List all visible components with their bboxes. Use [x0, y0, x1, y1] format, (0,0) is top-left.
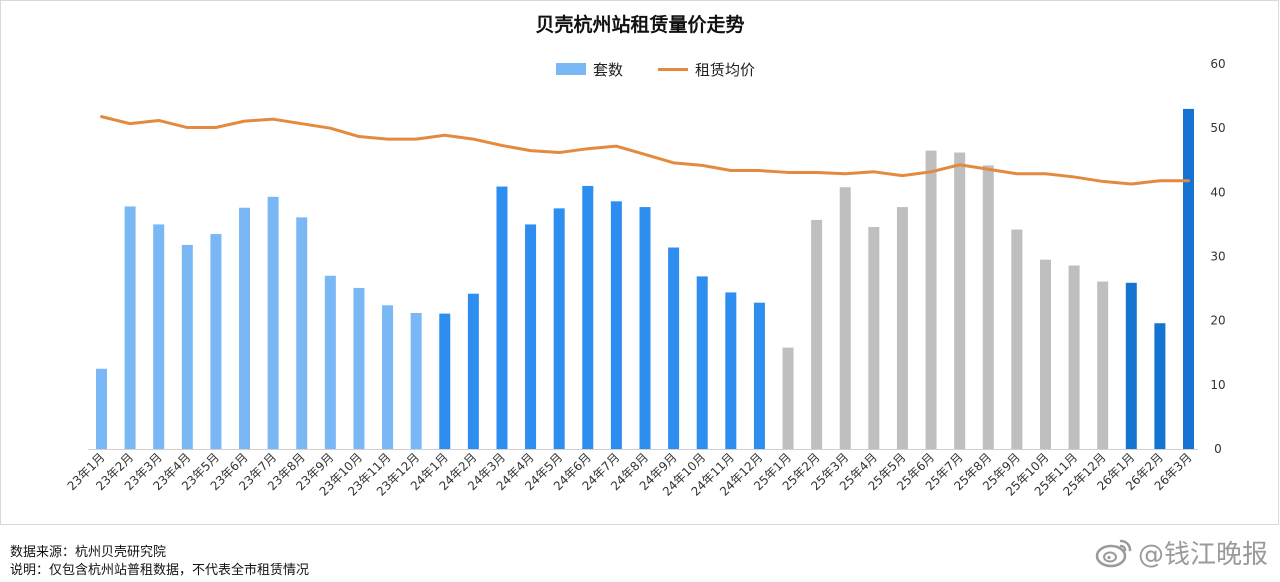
legend-swatch-bar [556, 63, 586, 75]
watermark-text: @钱江晚报 [1137, 539, 1268, 570]
bar-16 [525, 224, 537, 449]
legend-label-bar: 套数 [593, 60, 624, 79]
bar-3 [153, 224, 165, 449]
bar-33 [1011, 229, 1023, 449]
chart-plot: 010203040506023年1月23年2月23年3月23年4月23年5月23… [65, 57, 1226, 499]
bar-39 [1183, 108, 1194, 450]
bar-24 [753, 302, 765, 449]
bar-14 [467, 293, 479, 449]
y-tick-label-10: 10 [1210, 378, 1225, 392]
bar-31 [954, 152, 966, 450]
watermark: @钱江晚报 [1094, 533, 1268, 571]
bar-6 [239, 207, 251, 449]
bar-29 [896, 207, 908, 449]
y-tick-label-50: 50 [1210, 121, 1225, 135]
bar-19 [610, 201, 622, 449]
bar-13 [439, 313, 451, 449]
bar-35 [1068, 265, 1080, 449]
bar-4 [181, 244, 193, 449]
legend-item-bar: 套数 [556, 58, 623, 80]
bar-30 [925, 150, 937, 450]
bar-17 [553, 208, 565, 450]
price-line [100, 115, 1190, 186]
y-tick-label-40: 40 [1210, 185, 1225, 199]
y-tick-label-60: 60 [1210, 57, 1225, 71]
bar-28 [868, 226, 880, 449]
chart-title: 贝壳杭州站租赁量价走势 [535, 14, 745, 36]
weibo-icon [1095, 539, 1132, 568]
bar-5 [210, 234, 222, 449]
footer-source: 数据来源：杭州贝壳研究院 [10, 545, 167, 560]
bar-2 [124, 206, 136, 449]
footer-note: 说明：仅包含杭州站普租数据，不代表全市租赁情况 [10, 563, 310, 578]
bar-7 [267, 196, 279, 449]
legend-item-line: 租赁均价 [658, 58, 755, 80]
bar-12 [410, 312, 422, 449]
bar-20 [639, 207, 651, 449]
bar-11 [382, 305, 394, 449]
bar-36 [1097, 281, 1109, 449]
bar-23 [725, 292, 737, 449]
bar-9 [324, 275, 336, 449]
legend-label-line: 租赁均价 [695, 60, 756, 79]
bar-26 [811, 219, 823, 449]
bar-15 [496, 186, 508, 449]
bar-8 [296, 217, 308, 449]
bar-27 [839, 187, 851, 449]
bar-1 [96, 368, 107, 449]
bar-32 [982, 165, 994, 449]
legend-swatch-line [658, 67, 688, 71]
bar-38 [1154, 323, 1166, 449]
bar-10 [353, 287, 365, 449]
bar-21 [668, 247, 680, 449]
bar-34 [1039, 259, 1051, 449]
bar-37 [1125, 282, 1137, 449]
y-tick-label-0: 0 [1214, 442, 1222, 456]
bar-22 [696, 276, 708, 449]
bar-18 [582, 185, 594, 450]
bar-25 [782, 347, 794, 449]
y-tick-label-20: 20 [1210, 314, 1225, 328]
y-tick-label-30: 30 [1210, 250, 1225, 264]
